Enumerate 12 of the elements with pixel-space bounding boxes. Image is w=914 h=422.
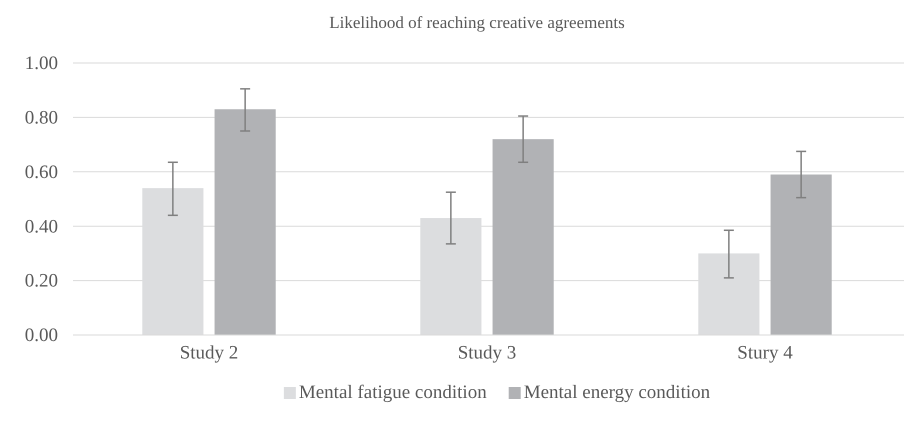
x-tick-label: Study 2 [180, 342, 238, 364]
y-tick-label: 0.40 [24, 216, 58, 238]
y-tick-label: 0.60 [24, 162, 58, 183]
x-tick-label: Study 3 [458, 342, 516, 364]
y-tick-label: 0.00 [24, 325, 58, 346]
y-tick-label: 1.00 [24, 53, 58, 74]
y-tick-label: 0.80 [24, 107, 58, 128]
x-tick-label: Stury 4 [737, 342, 794, 364]
y-tick-label: 0.20 [24, 270, 58, 292]
chart-title: Likelihood of reaching creative agreements [329, 13, 625, 32]
legend-label: Mental energy condition [524, 382, 711, 403]
legend-label: Mental fatigue condition [298, 382, 488, 403]
